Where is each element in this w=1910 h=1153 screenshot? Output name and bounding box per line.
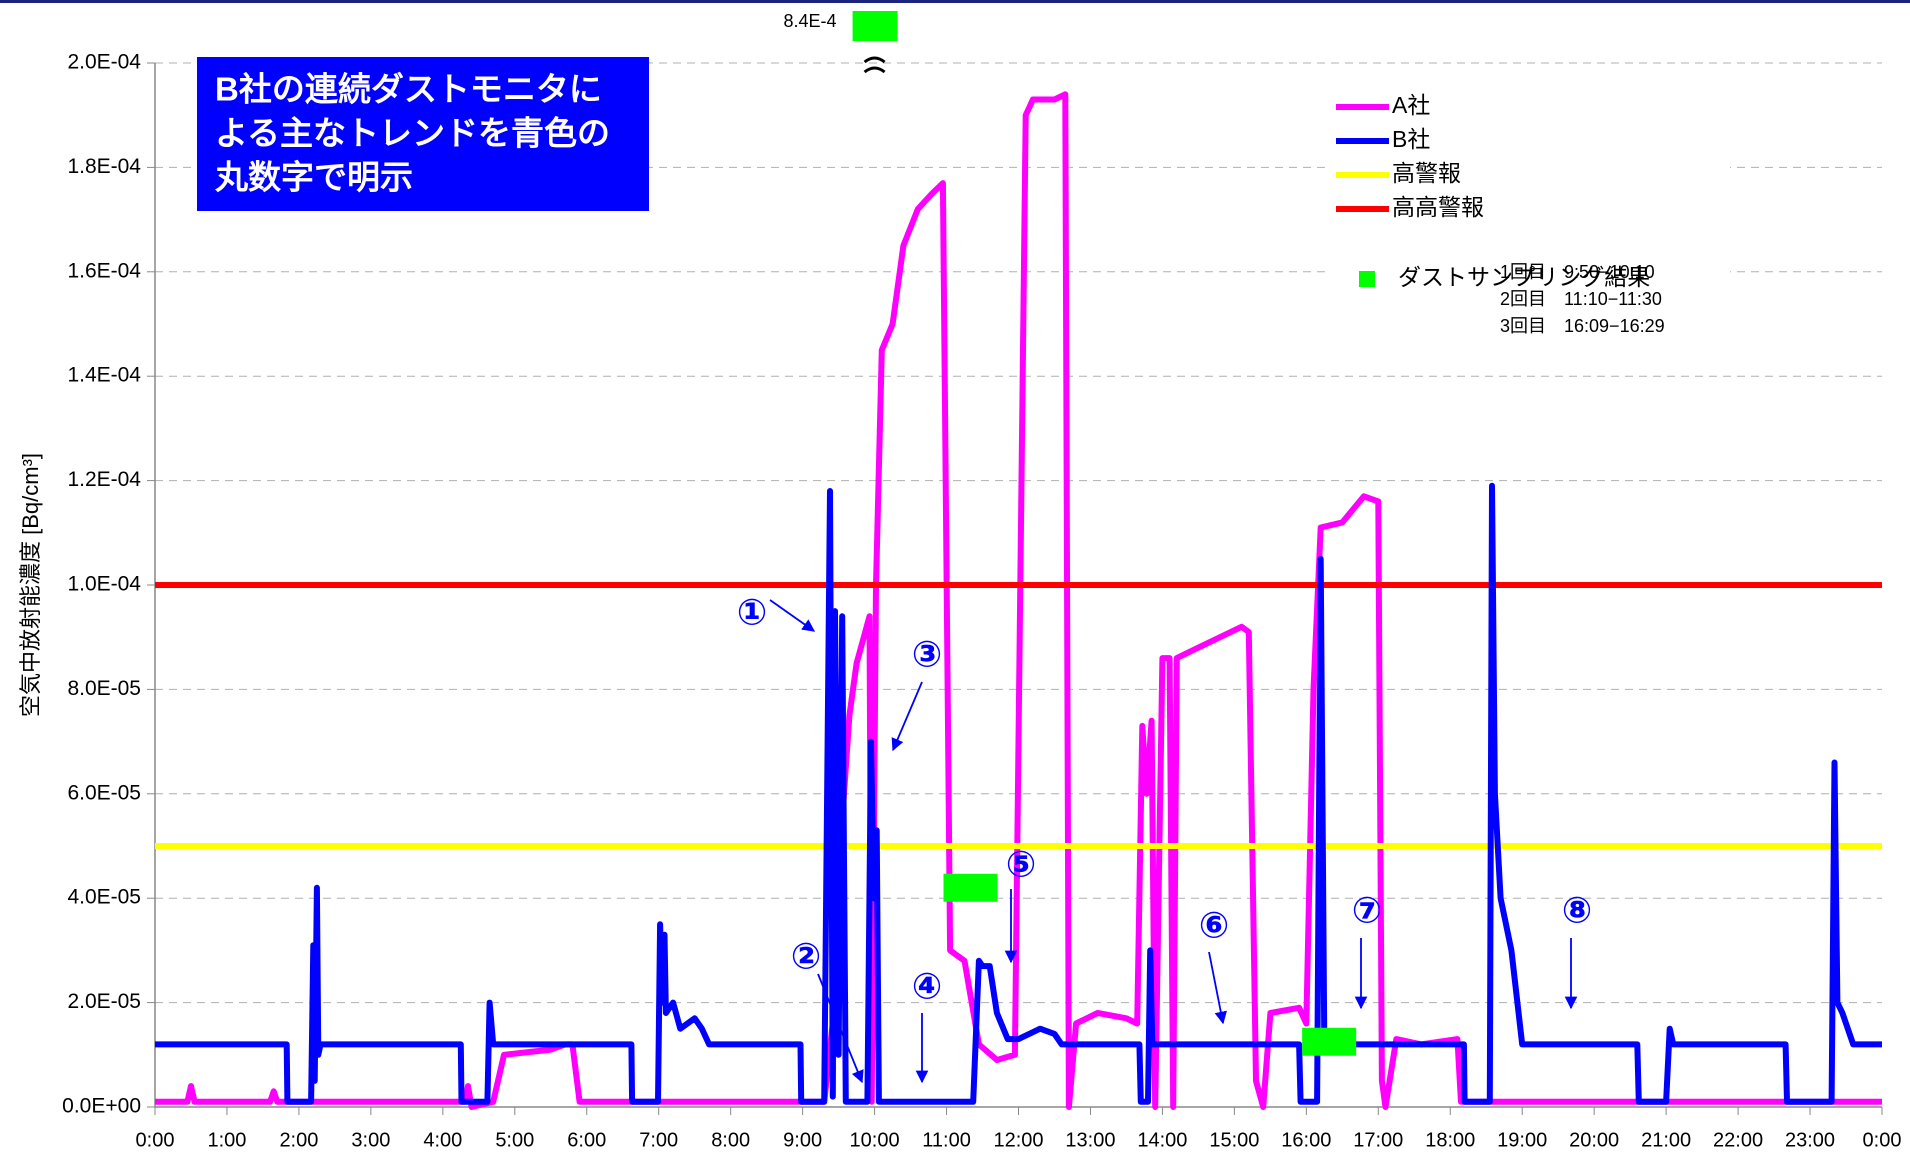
annotation-arrow xyxy=(891,681,923,752)
y-tick-label: 1.2E-04 xyxy=(67,468,141,491)
x-tick-label: 13:00 xyxy=(1065,1129,1115,1151)
y-tick-label: 2.0E-05 xyxy=(67,990,141,1013)
x-tick-label: 7:00 xyxy=(639,1129,678,1151)
sampling-note: 3回目 16:09−16:29 xyxy=(1500,316,1665,336)
annotation-number: ⑤ xyxy=(1006,844,1036,885)
y-tick-label: 1.4E-04 xyxy=(67,364,141,387)
legend-marker xyxy=(1359,271,1375,287)
x-tick-label: 4:00 xyxy=(423,1129,462,1151)
y-tick-label: 1.8E-04 xyxy=(67,155,141,178)
y-tick-label: 8.0E-05 xyxy=(67,677,141,700)
x-tick-label: 9:00 xyxy=(783,1129,822,1151)
x-tick-label: 6:00 xyxy=(567,1129,606,1151)
annotation-number: ② xyxy=(791,936,821,977)
legend-label: 高高警報 xyxy=(1392,194,1484,220)
sampling-note: 1回目 9:50−10:10 xyxy=(1500,262,1655,282)
annotation-number: ⑧ xyxy=(1562,890,1592,931)
note-text: B社の連続ダストモニタに xyxy=(215,71,602,108)
x-tick-label: 1:00 xyxy=(207,1129,246,1151)
x-tick-label: 11:00 xyxy=(922,1129,971,1151)
x-tick-label: 23:00 xyxy=(1785,1129,1835,1151)
x-tick-label: 14:00 xyxy=(1137,1129,1187,1151)
legend-label: ダストサンプリング結果 xyxy=(1398,264,1650,290)
x-tick-label: 22:00 xyxy=(1713,1129,1763,1151)
annotation-arrow xyxy=(1208,951,1227,1025)
annotation-number: ⑥ xyxy=(1199,905,1229,946)
y-tick-label: 1.0E-04 xyxy=(67,573,141,596)
sample-marker xyxy=(1302,1027,1357,1056)
annotation-number: ③ xyxy=(912,634,942,675)
annotation-number: ⑦ xyxy=(1352,890,1382,931)
annotation-number: ① xyxy=(737,592,767,633)
x-tick-label: 21:00 xyxy=(1641,1129,1691,1151)
y-tick-label: 0.0E+00 xyxy=(62,1095,141,1118)
y-tick-label: 6.0E-05 xyxy=(67,781,141,804)
x-tick-label: 16:00 xyxy=(1281,1129,1331,1151)
note-text: よる主なトレンドを青色の xyxy=(215,115,610,152)
series-line xyxy=(155,91,1882,1110)
sample-marker xyxy=(943,873,998,902)
axis-break xyxy=(863,56,886,74)
x-tick-label: 0:00 xyxy=(1863,1129,1902,1151)
legend-label: 高警報 xyxy=(1392,160,1461,186)
annotation-number: ④ xyxy=(912,966,942,1007)
sample-value-label: 8.4E-4 xyxy=(784,11,837,31)
x-tick-label: 0:00 xyxy=(136,1129,175,1151)
x-tick-label: 5:00 xyxy=(495,1129,534,1151)
y-tick-label: 1.6E-04 xyxy=(67,259,141,282)
x-tick-label: 12:00 xyxy=(993,1129,1043,1151)
x-tick-label: 19:00 xyxy=(1497,1129,1547,1151)
sample-marker xyxy=(852,11,898,41)
x-tick-label: 17:00 xyxy=(1353,1129,1403,1151)
x-tick-label: 10:00 xyxy=(850,1129,900,1151)
annotation-arrow xyxy=(817,973,864,1084)
legend-label: A社 xyxy=(1392,92,1430,118)
note-box xyxy=(197,57,649,211)
x-tick-label: 15:00 xyxy=(1209,1129,1259,1151)
x-tick-label: 20:00 xyxy=(1569,1129,1619,1151)
y-tick-label: 2.0E-04 xyxy=(67,51,141,74)
note-text: 丸数字で明示 xyxy=(214,159,413,196)
legend-label: B社 xyxy=(1392,126,1430,152)
sampling-note: 2回目 11:10−11:30 xyxy=(1500,289,1662,309)
y-tick-label: 4.0E-05 xyxy=(67,886,141,909)
x-tick-label: 8:00 xyxy=(711,1129,750,1151)
x-tick-label: 3:00 xyxy=(351,1129,390,1151)
series-line xyxy=(155,482,1882,1105)
x-tick-label: 2:00 xyxy=(279,1129,318,1151)
top-border xyxy=(0,0,1910,3)
legend-box xyxy=(1330,92,1730,347)
y-axis-label: 空気中放射能濃度 [Bq/cm³] xyxy=(18,453,43,717)
annotation-arrow xyxy=(769,599,816,632)
x-tick-label: 18:00 xyxy=(1425,1129,1475,1151)
